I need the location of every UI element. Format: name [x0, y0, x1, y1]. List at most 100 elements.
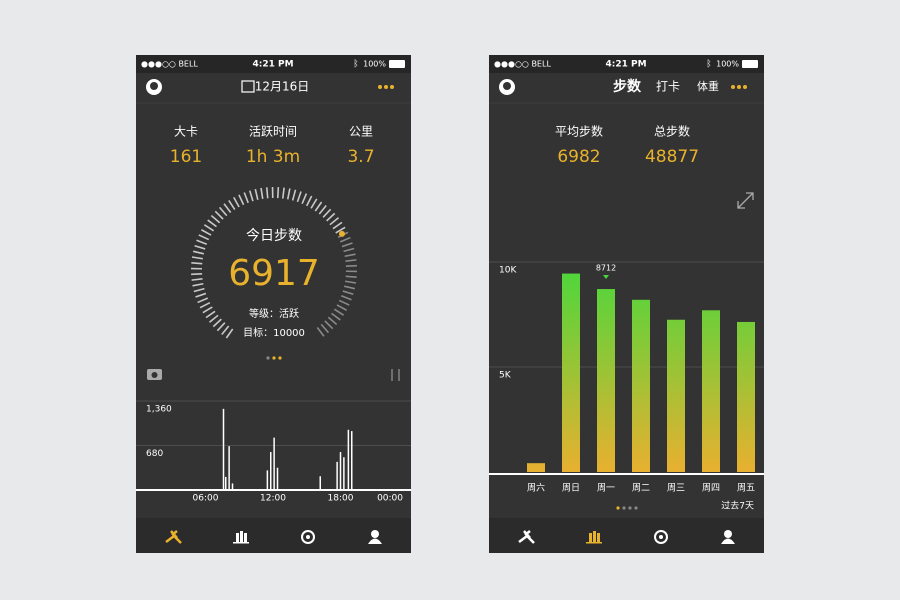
bar [667, 319, 685, 472]
stat-label: 大卡 [174, 125, 198, 139]
page-dot [622, 506, 626, 510]
header-tab[interactable]: 体重 [697, 79, 719, 93]
ring-tick [345, 275, 357, 279]
ring-tick [327, 316, 338, 326]
ring-tick [225, 328, 234, 339]
ring-tick [214, 210, 224, 220]
ring-tick [223, 203, 232, 213]
tab-chart-icon [597, 533, 600, 542]
bluetooth-icon: ᛒ [353, 59, 358, 70]
page-dot [634, 506, 638, 510]
page-dot [272, 356, 276, 360]
ring-tick [276, 187, 280, 199]
expand-icon[interactable] [737, 192, 754, 209]
ring-tick [221, 325, 230, 336]
ring-tick [344, 280, 357, 284]
ring-tick [260, 187, 264, 200]
tab-bar [136, 518, 411, 553]
tab-user-body [721, 538, 735, 544]
ring-tick [329, 217, 340, 226]
ring-tick [314, 201, 323, 212]
tab-chart-icon [240, 531, 243, 542]
ring-tick [205, 310, 216, 319]
stat-label: 总步数 [654, 124, 690, 139]
ring-tick [208, 314, 219, 323]
ring-tick [342, 290, 354, 296]
ring-tick [338, 299, 350, 306]
x-tick-label: 周五 [737, 483, 755, 494]
clock: 4:21 PM [605, 60, 646, 70]
y-tick-label: 1,360 [146, 405, 172, 415]
tab-chart-icon [593, 531, 596, 542]
ring-tick [198, 234, 210, 241]
battery-icon [742, 60, 758, 68]
ring-tick [207, 219, 217, 228]
ring-tick [210, 214, 221, 224]
period: 过去7天 [721, 500, 754, 512]
more-dot [743, 85, 747, 89]
stat-value: 1h 3m [246, 147, 300, 167]
tab-user-head [371, 530, 379, 538]
ring-tick [191, 277, 203, 281]
tab-chart-icon [244, 533, 247, 542]
ring-tick [228, 199, 236, 211]
ring-tick [335, 226, 346, 234]
ring-tick [316, 327, 325, 337]
ring-tick [301, 193, 308, 205]
tab-user-head [724, 530, 732, 538]
ring-tick [254, 188, 259, 201]
stat-label: 活跃时间 [249, 125, 297, 139]
carrier: ●●●○○ BELL [494, 60, 551, 69]
x-tick-label: 周六 [527, 482, 545, 494]
ring-tick [305, 195, 313, 207]
carrier: ●●●○○ BELL [141, 60, 198, 69]
calendar-icon [241, 80, 255, 93]
more-dot [737, 85, 741, 89]
ring-tick [192, 282, 204, 287]
ring-tick [194, 244, 206, 250]
date: 12月16日 [255, 80, 310, 94]
more-dot [390, 85, 394, 89]
ring-tick [238, 194, 245, 206]
ring-tick [344, 253, 356, 258]
ring-tick [343, 247, 355, 253]
ring-tick [192, 250, 205, 255]
ring-tick [343, 285, 356, 290]
header-tab[interactable]: 打卡 [656, 80, 680, 94]
ring-tick [326, 212, 336, 222]
ring-tick [318, 204, 327, 215]
tab-target-dot [659, 535, 663, 539]
stat-label: 公里 [349, 125, 373, 139]
x-tick-label: 06:00 [193, 494, 219, 504]
x-tick-label: 周四 [702, 483, 720, 494]
ring-tick [243, 192, 249, 204]
tab-run-icon [165, 530, 182, 544]
ring-tick [197, 297, 209, 304]
bar [527, 463, 545, 472]
ring-tick [281, 187, 285, 199]
ring-tick [320, 323, 330, 334]
ring-tick [199, 301, 211, 309]
ring-tick [216, 322, 226, 332]
ring-tick [324, 320, 334, 330]
level: 等级：活跃 [249, 307, 299, 320]
tab-target-icon [301, 530, 315, 544]
ring-tick [336, 304, 347, 311]
battery: 100% [716, 60, 739, 69]
ring-tick [218, 206, 228, 217]
stat-value: 161 [170, 147, 202, 167]
x-tick-label: 周三 [667, 483, 685, 494]
x-tick-label: 周日 [562, 483, 580, 494]
stat-value: 48877 [645, 147, 699, 167]
tab-target-icon [654, 530, 668, 544]
ring-tick [265, 187, 269, 199]
header-tab[interactable]: 步数 [613, 78, 642, 95]
ring-tick [310, 198, 318, 209]
ring-tick [191, 261, 203, 265]
bar [632, 299, 650, 472]
ring-tick [196, 239, 208, 245]
x-tick-label: 12:00 [260, 494, 286, 504]
ring-tick [322, 208, 332, 218]
